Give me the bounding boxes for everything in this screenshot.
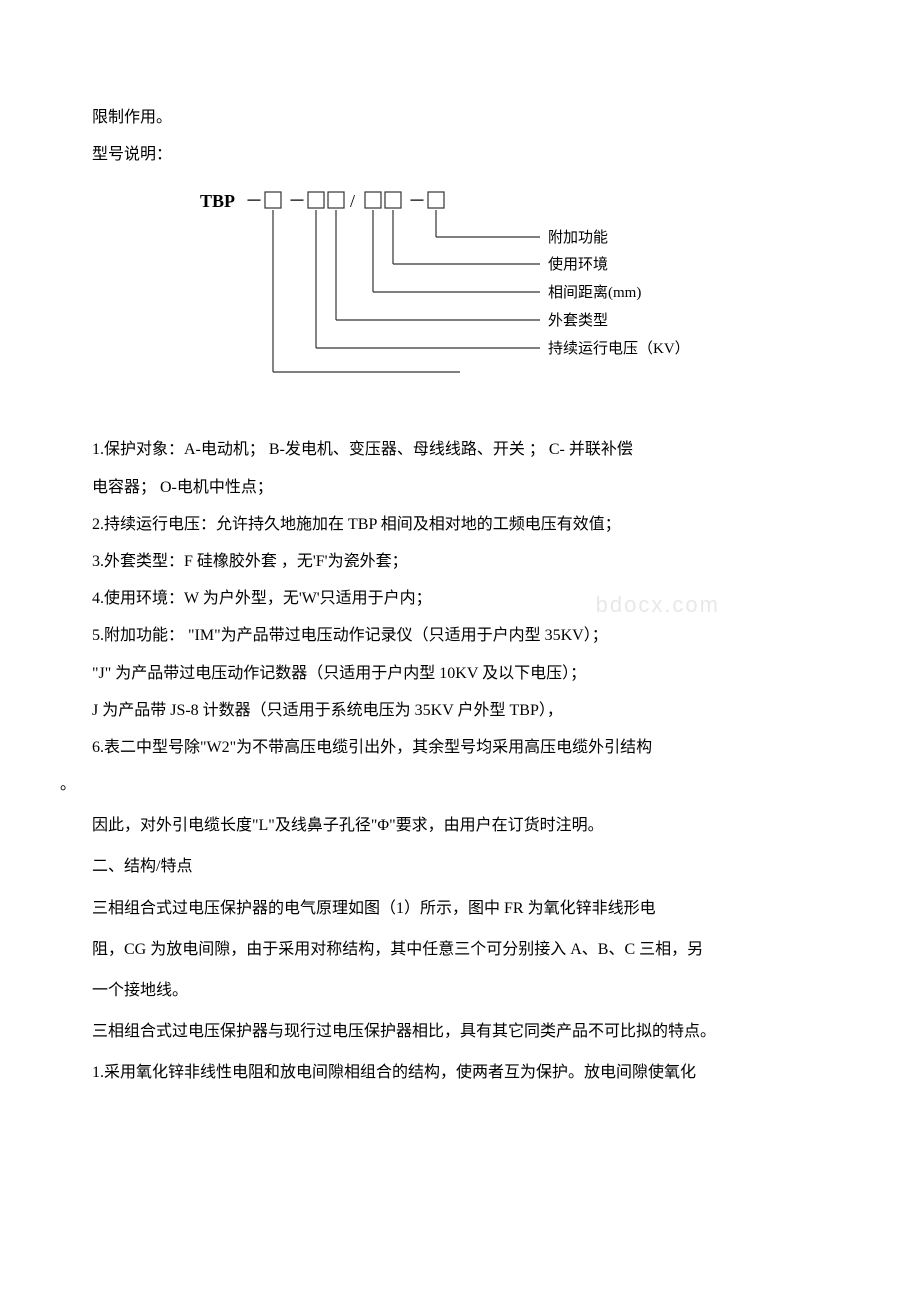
note-4: 4.使用环境：W 为户外型，无'W'只适用于户内； bdocx.com (60, 581, 860, 616)
note-1b: 电容器； O-电机中性点； (60, 470, 860, 505)
note-4-text: 4.使用环境：W 为户外型，无'W'只适用于户内； (92, 590, 432, 607)
note-7: 因此，对外引电缆长度"L"及线鼻子孔径"Φ"要求，由用户在订货时注明。 (60, 808, 860, 843)
note-6b: 。 (60, 767, 860, 802)
note-1: 1.保护对象：A-电动机； B-发电机、变压器、母线线路、开关 ； C- 并联补… (60, 432, 860, 467)
note-5b: "J" 为产品带过电压动作记数器（只适用于户内型 10KV 及以下电压）； (60, 656, 860, 691)
svg-text:使用环境: 使用环境 (548, 255, 608, 273)
note-5: 5.附加功能： "IM"为产品带过电压动作记录仪（只适用于户内型 35KV）； (60, 618, 860, 653)
model-diagram-svg: TBP － － / － 附加功能 使用环境 相间距离(mm) 外套类型 (160, 182, 780, 382)
svg-text:附加功能: 附加功能 (548, 229, 608, 246)
section2-title: 二、结构/特点 (60, 849, 860, 884)
svg-text:相间距离(mm): 相间距离(mm) (548, 284, 641, 301)
note-6: 6.表二中型号除"W2"为不带高压电缆引出外，其余型号均采用高压电缆外引结构 (60, 730, 860, 765)
section2-p5: 1.采用氧化锌非线性电阻和放电间隙相组合的结构，使两者互为保护。放电间隙使氧化 (60, 1055, 860, 1090)
intro-line-2: 型号说明： (60, 137, 860, 172)
svg-text:－: － (408, 191, 426, 211)
section2-p1: 三相组合式过电压保护器的电气原理如图（1）所示，图中 FR 为氧化锌非线形电 (60, 891, 860, 926)
section2-p3: 一个接地线。 (60, 973, 860, 1008)
model-diagram: TBP － － / － 附加功能 使用环境 相间距离(mm) 外套类型 (160, 182, 860, 382)
note-3: 3.外套类型：F 硅橡胶外套 ，无'F'为瓷外套； (60, 544, 860, 579)
note-2: 2.持续运行电压：允许持久地施加在 TBP 相间及相对地的工频电压有效值； (60, 507, 860, 542)
svg-text:－: － (288, 191, 306, 211)
svg-text:外套类型: 外套类型 (548, 312, 608, 329)
svg-text:TBP: TBP (200, 191, 235, 211)
svg-text:－: － (245, 191, 263, 211)
section2-p4: 三相组合式过电压保护器与现行过电压保护器相比，具有其它同类产品不可比拟的特点。 (60, 1014, 860, 1049)
svg-text:持续运行电压（KV）: 持续运行电压（KV） (548, 340, 690, 357)
section2-p2: 阻，CG 为放电间隙，由于采用对称结构，其中任意三个可分别接入 A、B、C 三相… (60, 932, 860, 967)
svg-text:/: / (350, 191, 355, 211)
note-5c: J 为产品带 JS-8 计数器（只适用于系统电压为 35KV 户外型 TBP）， (60, 693, 860, 728)
intro-line-1: 限制作用。 (60, 100, 860, 135)
